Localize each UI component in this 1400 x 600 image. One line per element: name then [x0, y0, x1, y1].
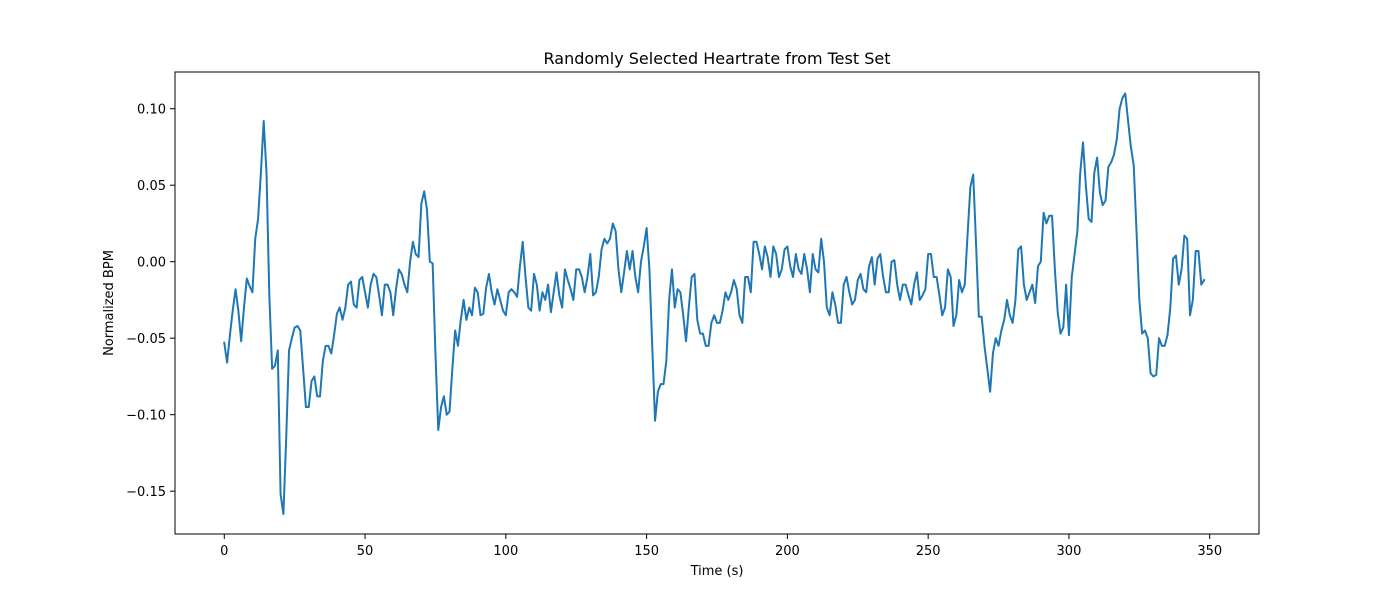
x-tick-label: 50	[357, 544, 374, 559]
x-tick-label: 0	[220, 544, 228, 559]
y-tick-label: 0.10	[137, 103, 166, 118]
x-axis-label: Time (s)	[690, 564, 744, 579]
x-tick-label: 100	[493, 544, 518, 559]
y-tick-label: −0.15	[126, 485, 166, 500]
x-tick-label: 350	[1197, 544, 1222, 559]
chart-title: Randomly Selected Heartrate from Test Se…	[544, 49, 891, 68]
x-tick-label: 200	[775, 544, 800, 559]
y-axis-label: Normalized BPM	[102, 250, 117, 356]
y-tick-label: −0.10	[126, 409, 166, 424]
plot-area	[223, 92, 1206, 516]
y-tick-label: −0.05	[126, 332, 166, 347]
y-tick-label: 0.05	[137, 179, 166, 194]
series-line-0	[223, 92, 1206, 516]
y-tick-label: 0.00	[137, 256, 166, 271]
x-tick-label: 150	[634, 544, 659, 559]
x-tick-label: 300	[1057, 544, 1082, 559]
axes-frame	[174, 71, 1260, 535]
axis-ticks: 0 50 100 150 200 250 300 350 −0.15 −0.10 −0.05 0.00…	[126, 103, 1222, 559]
x-tick-label: 250	[916, 544, 941, 559]
